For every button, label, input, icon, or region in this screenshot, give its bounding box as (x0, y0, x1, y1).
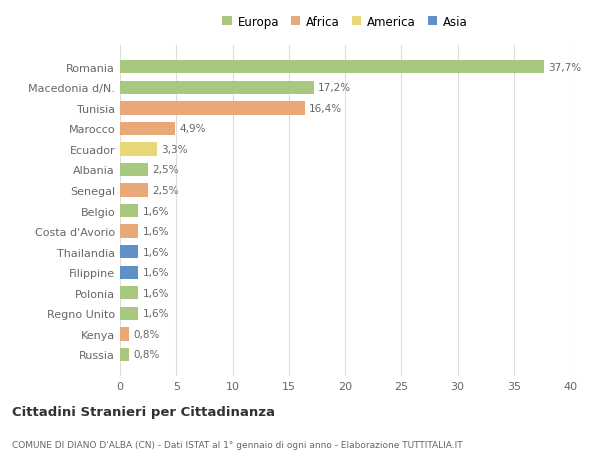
Text: 1,6%: 1,6% (143, 309, 169, 319)
Bar (120, 81, 314, 95)
Bar (120, 225, 138, 238)
Bar (120, 328, 129, 341)
Text: 0,8%: 0,8% (133, 329, 160, 339)
Text: 1,6%: 1,6% (143, 206, 169, 216)
Bar (120, 163, 148, 177)
Text: 2,5%: 2,5% (152, 185, 179, 196)
Text: 17,2%: 17,2% (318, 83, 351, 93)
Text: COMUNE DI DIANO D'ALBA (CN) - Dati ISTAT al 1° gennaio di ogni anno - Elaborazio: COMUNE DI DIANO D'ALBA (CN) - Dati ISTAT… (12, 441, 463, 449)
Text: 1,6%: 1,6% (143, 227, 169, 237)
Bar (120, 204, 138, 218)
Text: 3,3%: 3,3% (161, 145, 188, 155)
Text: Cittadini Stranieri per Cittadinanza: Cittadini Stranieri per Cittadinanza (12, 405, 275, 419)
Bar (120, 123, 175, 136)
Bar (120, 266, 138, 280)
Bar (120, 102, 305, 115)
Text: 4,9%: 4,9% (179, 124, 206, 134)
Bar (120, 286, 138, 300)
Bar (120, 143, 157, 156)
Text: 0,8%: 0,8% (133, 350, 160, 360)
Text: 2,5%: 2,5% (152, 165, 179, 175)
Bar (120, 246, 138, 259)
Bar (120, 61, 544, 74)
Legend: Europa, Africa, America, Asia: Europa, Africa, America, Asia (218, 12, 472, 32)
Text: 1,6%: 1,6% (143, 288, 169, 298)
Bar (120, 184, 148, 197)
Text: 37,7%: 37,7% (548, 62, 582, 73)
Text: 1,6%: 1,6% (143, 247, 169, 257)
Text: 16,4%: 16,4% (309, 104, 342, 113)
Bar (120, 348, 129, 361)
Text: 1,6%: 1,6% (143, 268, 169, 278)
Bar (120, 307, 138, 320)
